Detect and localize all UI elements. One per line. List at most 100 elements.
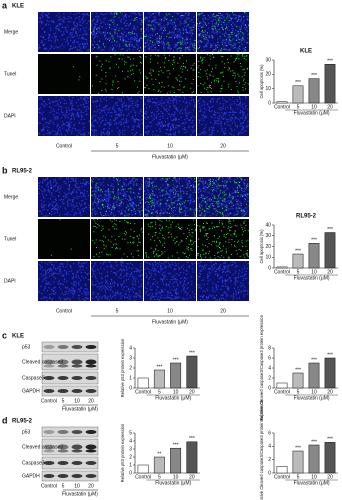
- bar: [324, 64, 336, 104]
- nuclei: [38, 177, 90, 217]
- blot-band: [71, 376, 83, 380]
- column-label: 10: [167, 308, 173, 314]
- row-label: DAPI: [4, 113, 16, 119]
- blot-band: [57, 430, 69, 434]
- y-tick-label: 0: [268, 100, 271, 106]
- row-label: Merge: [4, 29, 18, 35]
- column-label: 5: [116, 308, 119, 314]
- y-tick-label: 0: [268, 470, 271, 476]
- y-label: Cell apoptosis (%): [259, 64, 264, 99]
- blot-band: [43, 449, 55, 453]
- significance: ***: [327, 59, 333, 65]
- x-tick-label: Control: [135, 474, 151, 480]
- cell-line: RL95-2: [12, 419, 33, 425]
- bar: [292, 450, 304, 474]
- y-label: Relative p53 protein expression: [120, 338, 125, 397]
- chart-title: RL95-2: [296, 214, 317, 220]
- significance: ***: [189, 436, 195, 442]
- nuclei: [197, 177, 249, 217]
- band-label: Cleaved caspase3: [22, 444, 63, 450]
- blot-band: [57, 444, 69, 450]
- y-tick-label: 1: [129, 462, 132, 468]
- x-tick-label: 10: [311, 104, 317, 110]
- blot-strip: [41, 438, 99, 456]
- blot-band: [71, 389, 83, 393]
- significance: ***: [295, 80, 301, 86]
- bar: [324, 442, 336, 474]
- significance: ***: [327, 227, 333, 233]
- blot-band: [57, 449, 69, 453]
- bar: [137, 464, 149, 474]
- bar: [308, 78, 320, 104]
- blot-band: [85, 461, 97, 465]
- y-tick-label: 20: [265, 244, 271, 250]
- band-label: Caspase3: [22, 375, 45, 381]
- y-tick-label: 2: [129, 454, 132, 460]
- y-label: Relative Cleaved caspase3/Caspase3 prote…: [259, 314, 264, 421]
- column-label: 10: [74, 483, 80, 489]
- x-tick-label: 20: [189, 474, 195, 480]
- bar: [137, 377, 149, 389]
- nuclei: [91, 96, 143, 136]
- blot-band: [43, 345, 55, 349]
- x-tick-label: 5: [158, 474, 161, 480]
- column-label: Control: [56, 143, 72, 149]
- nuclei: [91, 261, 143, 301]
- blot-strip: [41, 456, 99, 470]
- column-label: 20: [88, 483, 94, 489]
- y-tick-label: 5: [129, 430, 132, 436]
- row-label: Merge: [4, 194, 18, 200]
- x-tick-label: 10: [173, 389, 179, 395]
- blot-band: [43, 376, 55, 380]
- nuclei: [144, 96, 196, 136]
- y-label: Cell apoptosis (%): [259, 229, 264, 264]
- blot-band: [85, 345, 97, 349]
- bar: [153, 369, 165, 389]
- blot-band: [57, 359, 69, 365]
- bar: [276, 466, 288, 474]
- y-tick-label: 2: [268, 457, 271, 463]
- panel-label: a: [2, 0, 8, 10]
- y-tick-label: 40: [265, 222, 271, 228]
- cell-line: KLE: [12, 334, 24, 340]
- bar: [153, 456, 165, 474]
- x-tick-label: Control: [135, 389, 151, 395]
- apoptotic-cells: [144, 54, 195, 94]
- band-label: Caspase3: [22, 460, 45, 466]
- panel-label: c: [2, 330, 7, 340]
- y-tick-label: 3: [129, 446, 132, 452]
- x-tick-label: 5: [158, 389, 161, 395]
- nuclei: [197, 12, 249, 52]
- micro-image: [38, 54, 90, 94]
- significance: ***: [311, 357, 317, 363]
- column-label: Control: [56, 308, 72, 314]
- blot-band: [57, 389, 69, 393]
- significance: ***: [327, 352, 333, 358]
- column-label: 20: [88, 398, 94, 404]
- x-tick-label: 20: [327, 269, 333, 275]
- x-tick-label: 5: [297, 389, 300, 395]
- y-tick-label: 20: [265, 72, 271, 78]
- x-label: Fluvastatin (μM): [152, 319, 188, 325]
- y-tick-label: 1: [129, 375, 132, 381]
- blot-band: [85, 376, 97, 380]
- blot-band: [71, 359, 83, 365]
- y-tick-label: 30: [265, 57, 271, 63]
- significance: ***: [327, 437, 333, 443]
- blot-strip: [41, 426, 99, 438]
- x-tick-label: 20: [189, 389, 195, 395]
- column-label: 5: [62, 398, 65, 404]
- apoptotic-cells: [91, 54, 142, 94]
- y-tick-label: 0: [268, 385, 271, 391]
- blot-band: [71, 449, 83, 453]
- blot-band: [57, 345, 69, 349]
- x-tick-label: 10: [311, 269, 317, 275]
- micro-image: [144, 219, 196, 259]
- y-label: Relative Cleaved caspase3/Caspase3 prote…: [259, 399, 264, 500]
- x-label: Fluvastatin (μM): [152, 154, 188, 160]
- blot-band: [43, 444, 55, 450]
- row-label: Tunel: [4, 236, 16, 242]
- significance: **: [157, 451, 161, 457]
- panel-label: b: [2, 165, 8, 175]
